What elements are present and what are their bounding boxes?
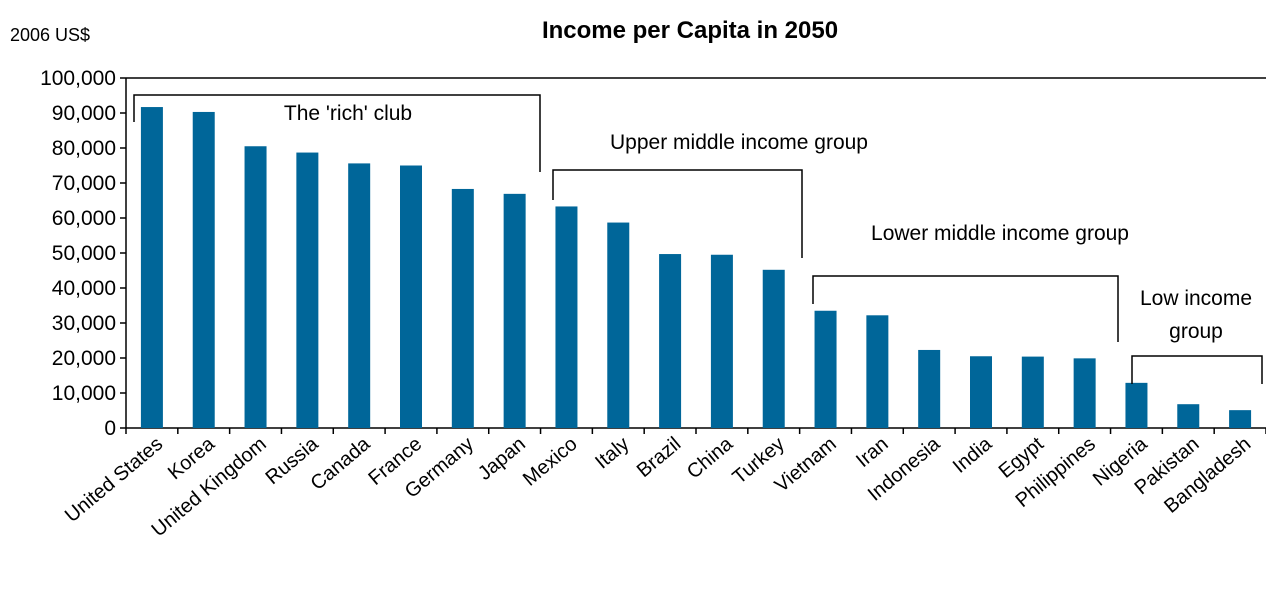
bar-turkey bbox=[762, 269, 785, 428]
group-bracket bbox=[1131, 355, 1263, 384]
group-annotations: The 'rich' club Upper middle income group… bbox=[133, 94, 1263, 384]
y-tick-label: 0 bbox=[104, 417, 116, 440]
group-bracket bbox=[133, 94, 541, 172]
bar-brazil bbox=[659, 254, 682, 428]
group-bracket bbox=[552, 169, 803, 258]
y-tick-label: 90,000 bbox=[52, 102, 116, 125]
bar-germany bbox=[451, 188, 474, 428]
bar-iran bbox=[866, 315, 889, 428]
axes: 0 10,000 20,000 30,000 40,000 50,000 60,000 70,… bbox=[40, 67, 1266, 440]
category-label: Iran bbox=[852, 433, 893, 472]
bar-japan bbox=[503, 193, 526, 428]
category-label: Mexico bbox=[519, 433, 582, 491]
bar-china bbox=[710, 254, 733, 428]
y-tick-label: 80,000 bbox=[52, 137, 116, 160]
bar-vietnam bbox=[814, 310, 837, 428]
category-label: United States bbox=[61, 433, 167, 527]
bar-france bbox=[400, 165, 422, 428]
group-bracket bbox=[812, 275, 1119, 342]
chart-title: Income per Capita in 2050 bbox=[542, 17, 838, 44]
bar-united-states bbox=[140, 107, 163, 429]
y-tick-label: 20,000 bbox=[52, 347, 116, 370]
category-label: Italy bbox=[591, 433, 633, 473]
bar-nigeria bbox=[1125, 382, 1148, 428]
group-label: The 'rich' club bbox=[284, 102, 412, 125]
y-tick-label: 30,000 bbox=[52, 312, 116, 335]
bar-canada bbox=[348, 163, 371, 428]
bar-egypt bbox=[1021, 356, 1044, 428]
y-tick-label: 40,000 bbox=[52, 277, 116, 300]
unit-label: 2006 US$ bbox=[10, 25, 90, 45]
y-tick-label: 100,000 bbox=[40, 67, 116, 90]
group-label: Low income bbox=[1140, 287, 1252, 310]
bars bbox=[140, 107, 1252, 429]
y-tick-label: 70,000 bbox=[52, 172, 116, 195]
bar-indonesia bbox=[918, 349, 941, 428]
bar-india bbox=[970, 356, 992, 428]
group-label: Upper middle income group bbox=[610, 131, 868, 154]
category-label: India bbox=[949, 432, 997, 477]
bar-mexico bbox=[555, 206, 578, 428]
bar-russia bbox=[296, 152, 319, 429]
group-label: group bbox=[1169, 320, 1223, 343]
bar-philippines bbox=[1073, 358, 1096, 428]
category-label: China bbox=[683, 432, 738, 483]
bar-united-kingdom bbox=[244, 146, 267, 428]
bar-pakistan bbox=[1177, 404, 1200, 428]
category-label: Canada bbox=[307, 432, 375, 494]
bar-bangladesh bbox=[1229, 410, 1252, 428]
bar-italy bbox=[607, 222, 630, 428]
bar-korea bbox=[192, 111, 215, 428]
group-label: Lower middle income group bbox=[871, 222, 1129, 245]
y-tick-label: 60,000 bbox=[52, 207, 116, 230]
category-label: Brazil bbox=[633, 433, 685, 482]
y-tick-label: 10,000 bbox=[52, 382, 116, 405]
y-tick-label: 50,000 bbox=[52, 242, 116, 265]
